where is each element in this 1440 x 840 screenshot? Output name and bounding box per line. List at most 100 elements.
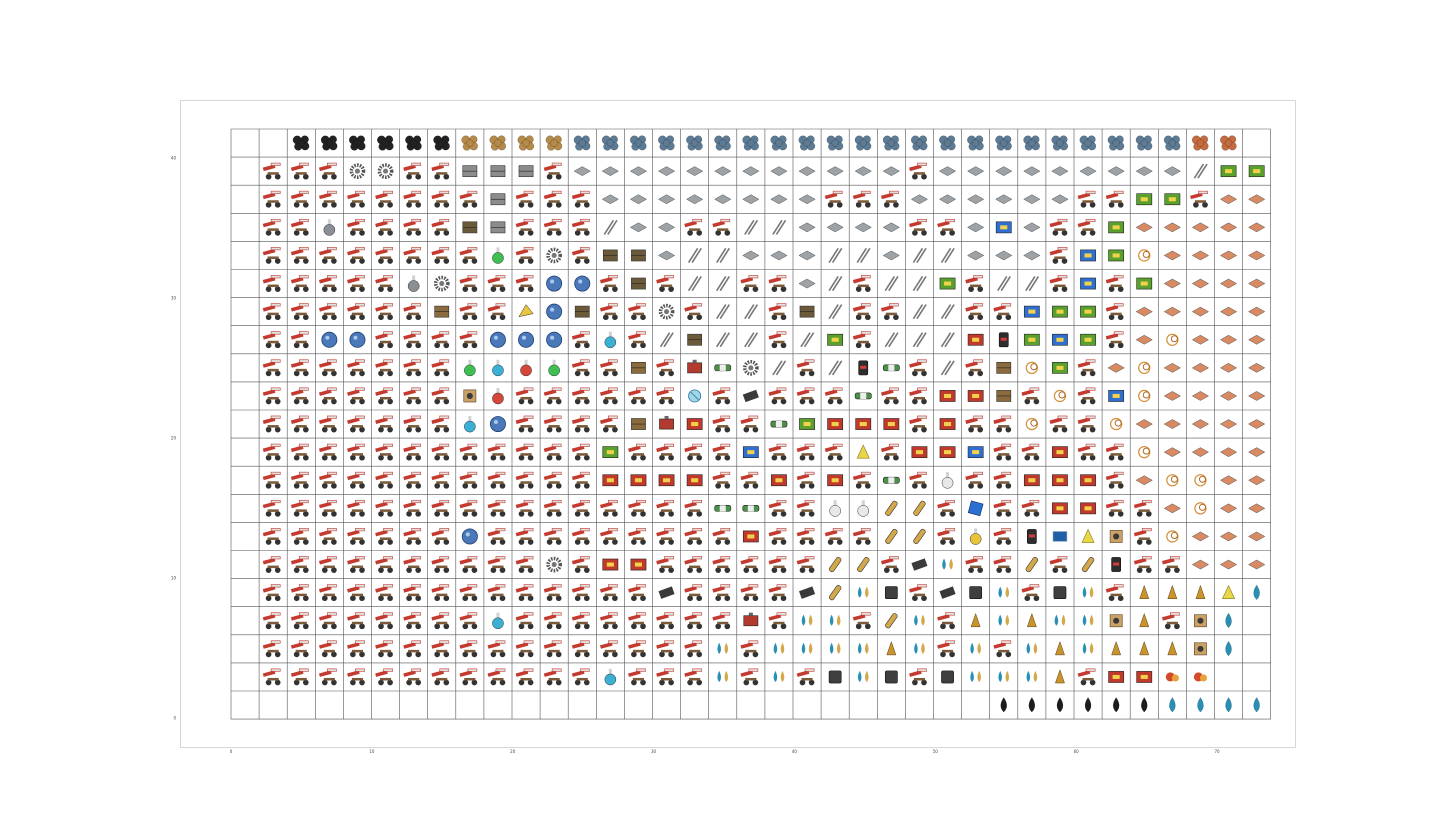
cell-inserter-icon — [543, 528, 562, 545]
cell-rail-icon — [1193, 163, 1208, 179]
cell-inserter-icon — [993, 556, 1012, 573]
cell-inserter-icon — [403, 612, 422, 630]
cell-plate-copper-icon — [1135, 419, 1153, 429]
cell-fluid-mix-icon — [970, 670, 981, 683]
cell-inserter-icon — [515, 275, 534, 292]
cell-circuit-blue-icon — [995, 221, 1012, 234]
cell-rail-icon — [744, 304, 759, 320]
cell-rail-icon — [772, 360, 787, 376]
cell-plate-iron-icon — [742, 166, 760, 176]
cell-circuit-green-icon — [1052, 361, 1068, 374]
cell-rail-icon — [828, 360, 843, 376]
cell-copper-cable-icon — [1138, 361, 1151, 375]
cell-fluid-mix-icon — [857, 670, 869, 683]
cell-rail-icon — [912, 332, 927, 348]
cell-plate-iron-icon — [1023, 222, 1041, 233]
cell-fluid-mix-icon — [773, 642, 785, 654]
cell-plate-iron-icon — [1079, 166, 1097, 176]
cell-inserter-icon — [965, 471, 984, 489]
cell-plate-iron-icon — [686, 166, 704, 176]
cell-circuit-green-icon — [1080, 305, 1096, 318]
cell-inserter-icon — [459, 331, 478, 349]
cell-circuit-red-icon — [911, 446, 928, 459]
cell-fluid-mix-icon — [829, 642, 841, 654]
cell-plate-iron-icon — [967, 194, 985, 205]
cell-inserter-icon — [1077, 415, 1096, 433]
cell-gear-icon — [546, 247, 562, 264]
cell-inserter-icon — [937, 640, 955, 658]
cell-plate-copper-icon — [1219, 306, 1238, 317]
cell-inserter-icon — [459, 640, 478, 658]
y-tick-label: 0 — [173, 716, 176, 721]
cell-inserter-icon — [993, 303, 1012, 321]
cell-inserter-icon — [1133, 528, 1152, 545]
cell-plate-iron-icon — [657, 166, 676, 176]
cell-rail-icon — [997, 276, 1011, 292]
cell-inserter-icon — [824, 443, 843, 461]
cell-plate-copper-icon — [1248, 475, 1266, 486]
cell-circuit-red-icon — [742, 530, 759, 543]
cell-ore-stone-icon — [489, 135, 507, 151]
cell-inserter-icon — [431, 387, 450, 405]
cell-plate-iron-icon — [910, 194, 929, 205]
cell-rail-icon — [716, 276, 730, 292]
cell-steel-plate-icon — [742, 389, 759, 403]
cell-inserter-icon — [347, 556, 365, 573]
cell-inserter-icon — [431, 668, 450, 686]
cell-inserter-icon — [487, 275, 506, 292]
cell-inserter-icon — [993, 528, 1012, 545]
cell-fluid-mix-icon — [717, 670, 729, 683]
cell-battery-icon — [1111, 557, 1122, 572]
cell-inserter-icon — [712, 415, 731, 433]
cell-sulfur-icon — [1222, 584, 1236, 600]
cell-inserter-icon — [684, 499, 703, 517]
cell-plate-copper-icon — [1248, 447, 1266, 457]
cell-inserter-icon — [487, 584, 506, 602]
cell-fluid-mix-icon — [857, 642, 869, 654]
cell-rail-icon — [884, 276, 899, 292]
cell-assembler-yellow-icon — [518, 304, 534, 318]
cell-inserter-icon — [318, 443, 337, 461]
cell-plate-iron-icon — [798, 166, 816, 176]
cell-inserter-icon — [515, 612, 534, 630]
cell-inserter-icon — [487, 556, 506, 573]
cell-plate-copper-icon — [1191, 447, 1210, 457]
cell-inserter-icon — [571, 359, 590, 377]
cell-plate-copper-icon — [1219, 222, 1238, 233]
cell-inserter-icon — [375, 275, 393, 292]
cell-circuit-blue-icon — [1080, 249, 1096, 262]
cell-plate-iron-icon — [967, 166, 985, 176]
cell-solid-fuel-icon — [970, 612, 981, 628]
cell-inserter-icon — [628, 331, 646, 349]
cell-circuit-green-icon — [1136, 193, 1153, 206]
cell-circuit-green-icon — [1248, 165, 1265, 178]
cell-science-blue-icon — [464, 415, 476, 433]
cell-inserter-icon — [656, 499, 674, 517]
cell-inserter-icon — [1049, 415, 1068, 433]
cell-inserter-icon — [318, 471, 337, 489]
cell-inserter-icon — [571, 190, 590, 208]
cell-sulfur-icon — [1081, 528, 1095, 543]
cell-inserter-icon — [487, 528, 506, 545]
cell-fluid-mix-icon — [801, 642, 813, 654]
cell-ore-iron-icon — [686, 135, 703, 151]
cell-inserter-icon — [628, 443, 646, 461]
cell-ore-iron-icon — [629, 135, 647, 151]
cell-inserter-icon — [347, 275, 365, 292]
cell-inserter-icon — [262, 443, 281, 461]
x-tick-label: 50 — [933, 749, 939, 754]
cell-inserter-icon — [599, 640, 618, 658]
cell-inserter-icon — [262, 612, 281, 630]
cell-circuit-red-icon — [1136, 671, 1153, 683]
cell-solid-fuel-icon — [1139, 584, 1150, 599]
cell-inserter-icon — [487, 640, 506, 658]
cell-inserter-icon — [347, 668, 365, 686]
cell-inserter-icon — [290, 359, 309, 377]
cell-mining-drill-icon — [1165, 672, 1179, 682]
cell-solid-fuel-icon — [1139, 641, 1150, 656]
cell-inserter-icon — [375, 556, 393, 573]
cell-plate-copper-icon — [1191, 334, 1210, 345]
cell-inserter-icon — [290, 584, 309, 602]
cell-inserter-icon — [262, 331, 281, 349]
cell-inserter-icon — [290, 556, 309, 573]
